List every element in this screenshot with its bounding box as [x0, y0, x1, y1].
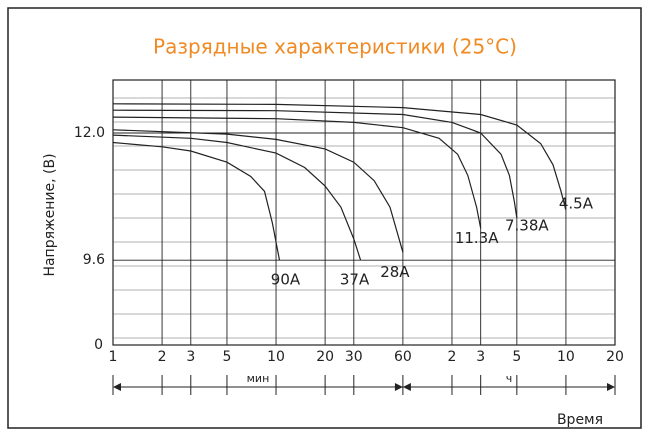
arrow-head — [607, 383, 615, 391]
x-unit-label: ч — [506, 372, 513, 385]
series-label: 7.38A — [505, 216, 549, 234]
y-origin-label: 0 — [94, 337, 103, 353]
x-tick-label: 60 — [394, 349, 412, 365]
series-line — [112, 129, 404, 253]
x-tick-label: 2 — [158, 349, 167, 365]
arrow-head — [402, 383, 411, 391]
arrow-head — [113, 383, 121, 391]
arrow-head — [394, 383, 403, 391]
x-tick-label: 20 — [606, 349, 624, 365]
series-line — [112, 109, 518, 218]
x-tick-label: 5 — [222, 349, 231, 365]
series-label: 4.5A — [559, 194, 594, 212]
x-tick-label: 10 — [267, 349, 285, 365]
series-line — [112, 103, 567, 210]
series-label: 90A — [271, 271, 301, 289]
x-tick-label: 20 — [316, 349, 334, 365]
y-tick-label: 12.0 — [74, 125, 105, 141]
series-label: 11.3A — [455, 229, 499, 247]
x-unit-label: мин — [247, 372, 270, 385]
x-tick-label: 1 — [109, 349, 118, 365]
x-tick-label: 3 — [186, 349, 195, 365]
y-tick-label: 9.6 — [83, 252, 105, 268]
series-line — [112, 134, 362, 261]
series-label: 37A — [340, 271, 370, 289]
x-tick-label: 30 — [345, 349, 363, 365]
x-tick-label: 2 — [448, 349, 457, 365]
series-line — [112, 141, 281, 261]
x-tick-label: 10 — [557, 349, 575, 365]
x-tick-label: 5 — [512, 349, 521, 365]
x-tick-label: 3 — [476, 349, 485, 365]
series-line — [112, 116, 482, 229]
x-axis-label: Время — [557, 412, 603, 428]
y-axis-label: Напряжение, (В) — [42, 153, 58, 276]
series-label: 28A — [380, 263, 410, 281]
chart-title: Разрядные характеристики (25°C) — [153, 35, 517, 59]
